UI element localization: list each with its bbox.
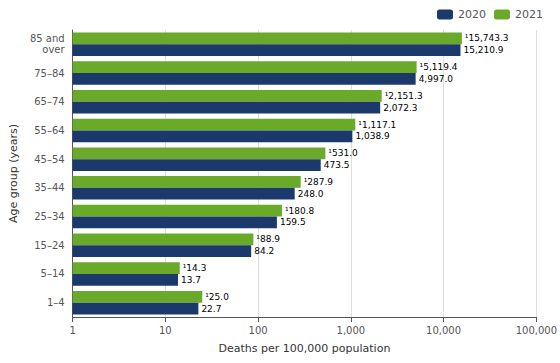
svg-text:159.5: 159.5 (280, 217, 306, 227)
svg-text:22.7: 22.7 (201, 304, 221, 314)
svg-text:5–14: 5–14 (41, 268, 65, 279)
svg-text:¹14.3: ¹14.3 (183, 263, 207, 273)
svg-text:100: 100 (249, 325, 268, 336)
svg-text:1,000: 1,000 (337, 325, 366, 336)
svg-text:4,997.0: 4,997.0 (419, 74, 454, 84)
svg-text:2021: 2021 (515, 8, 543, 21)
svg-text:25–34: 25–34 (34, 211, 64, 222)
svg-text:15,210.9: 15,210.9 (463, 45, 503, 55)
svg-text:1: 1 (69, 325, 75, 336)
svg-text:1–4: 1–4 (47, 297, 65, 308)
svg-text:84.2: 84.2 (254, 246, 274, 256)
svg-text:Deaths per 100,000 population: Deaths per 100,000 population (219, 342, 391, 355)
svg-text:100,000: 100,000 (516, 325, 557, 336)
svg-text:¹15,743.3: ¹15,743.3 (465, 33, 509, 43)
svg-text:75–84: 75–84 (34, 68, 64, 79)
svg-text:2020: 2020 (458, 8, 486, 21)
svg-text:473.5: 473.5 (324, 160, 350, 170)
svg-text:13.7: 13.7 (181, 275, 201, 285)
svg-text:15–24: 15–24 (34, 240, 64, 251)
svg-text:10,000: 10,000 (426, 325, 461, 336)
svg-text:¹25.0: ¹25.0 (205, 292, 229, 302)
svg-text:85 and: 85 and (30, 33, 65, 44)
svg-text:55–64: 55–64 (34, 125, 64, 136)
svg-text:¹531.0: ¹531.0 (328, 148, 358, 158)
svg-text:2,072.3: 2,072.3 (383, 103, 417, 113)
svg-text:¹88.9: ¹88.9 (256, 234, 280, 244)
svg-text:1,038.9: 1,038.9 (355, 131, 390, 141)
svg-text:248.0: 248.0 (298, 189, 324, 199)
svg-text:Age group (years): Age group (years) (7, 124, 20, 223)
svg-text:¹180.8: ¹180.8 (285, 206, 315, 216)
svg-text:65–74: 65–74 (34, 96, 64, 107)
svg-text:¹5,119.4: ¹5,119.4 (420, 62, 458, 72)
svg-text:over: over (42, 44, 65, 55)
svg-text:10: 10 (159, 325, 172, 336)
svg-text:¹1,117.1: ¹1,117.1 (358, 120, 396, 130)
svg-text:45–54: 45–54 (34, 154, 64, 165)
svg-text:35–44: 35–44 (34, 182, 64, 193)
svg-text:¹287.9: ¹287.9 (304, 177, 334, 187)
svg-text:¹2,151.3: ¹2,151.3 (385, 91, 423, 101)
